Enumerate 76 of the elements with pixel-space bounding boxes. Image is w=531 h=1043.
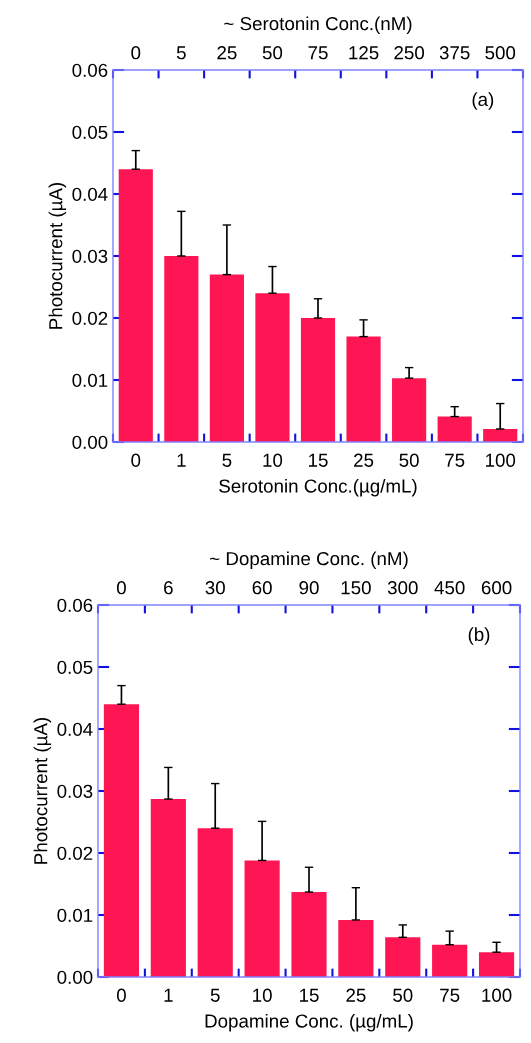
bar [197,828,233,977]
y-tick-label: 0.01 [72,373,108,387]
y-tick-label: 0.03 [57,784,93,798]
x-tick-label: 0 [131,453,141,467]
text: 75 [308,46,328,60]
bar [244,860,280,977]
text: 5 [176,46,186,60]
text: 60 [252,581,272,595]
annotation: (a) [472,92,494,110]
y-tick-label: 0.06 [72,63,108,77]
text: 90 [299,581,319,595]
bar [437,416,472,442]
y-tick-label: 0.01 [57,908,93,922]
bar [150,799,186,977]
x-axis-title: Dopamine Conc. (µg/mL) [205,1013,413,1032]
y-tick-label: 0.02 [72,311,108,325]
x-tick-label: 1 [164,988,173,1002]
text: 500 [485,46,516,60]
text: 0 [131,46,141,60]
y-tick-label: 0.00 [72,435,108,449]
text: 450 [434,581,465,595]
x-tick-label: 0 [116,988,126,1002]
text: 250 [394,46,425,60]
bar [291,892,327,977]
y-tick-label: 0.00 [57,970,93,984]
y-tick-label: 0.02 [57,846,93,860]
bar [118,169,153,442]
bar [432,944,468,977]
y-tick-label: 0.03 [72,249,108,263]
annotation: (b) [468,627,490,645]
x-tick-label: 25 [354,453,374,467]
bar [338,919,374,977]
text: 150 [341,581,371,595]
x-tick-label: 15 [309,453,328,467]
text: 25 [217,46,237,60]
bar [392,378,427,442]
x-tick-label: 50 [393,988,413,1002]
x-tick-label: 5 [222,453,232,467]
y-axis-title: Photocurrent (µA) [48,182,67,329]
x-axis-title: Serotonin Conc.(µg/mL) [219,478,417,497]
x-tick-label: 10 [253,988,272,1002]
bar [103,704,140,977]
x-tick-label: 15 [300,988,319,1002]
text: 300 [387,581,418,595]
x-tick-label: 25 [346,988,366,1002]
y-tick-label: 0.05 [57,660,93,674]
y-tick-label: 0.04 [72,187,108,201]
x2-axis-title: ~ Dopamine Conc. (nM) [210,551,408,569]
text: 30 [205,581,225,595]
x-tick-label: 1 [177,453,186,467]
x-tick-label: 5 [210,988,220,1002]
bar [478,952,515,977]
bar [385,937,421,977]
text: 600 [481,581,512,595]
x2-axis-title: ~ Serotonin Conc.(nM) [224,16,412,34]
y-axis-title: Photocurrent (µA) [33,717,52,864]
y-tick-label: 0.05 [72,125,108,139]
x-tick-label: 50 [399,453,419,467]
x-tick-label: 100 [486,453,516,467]
y-tick-label: 0.04 [57,722,93,736]
text: 0 [116,581,126,595]
bar [255,293,290,442]
x-tick-label: 75 [440,988,460,1002]
text: 50 [262,46,283,60]
x-tick-label: 100 [482,988,512,1002]
bar [209,274,244,442]
text: 6 [164,581,173,595]
text: 375 [439,46,470,60]
y-tick-label: 0.06 [57,598,93,612]
text: 125 [349,46,379,60]
bar [483,428,518,442]
bar [346,336,381,442]
bar [164,256,199,442]
x-tick-label: 10 [263,453,283,467]
x-tick-label: 75 [445,453,465,467]
bar [300,318,336,442]
